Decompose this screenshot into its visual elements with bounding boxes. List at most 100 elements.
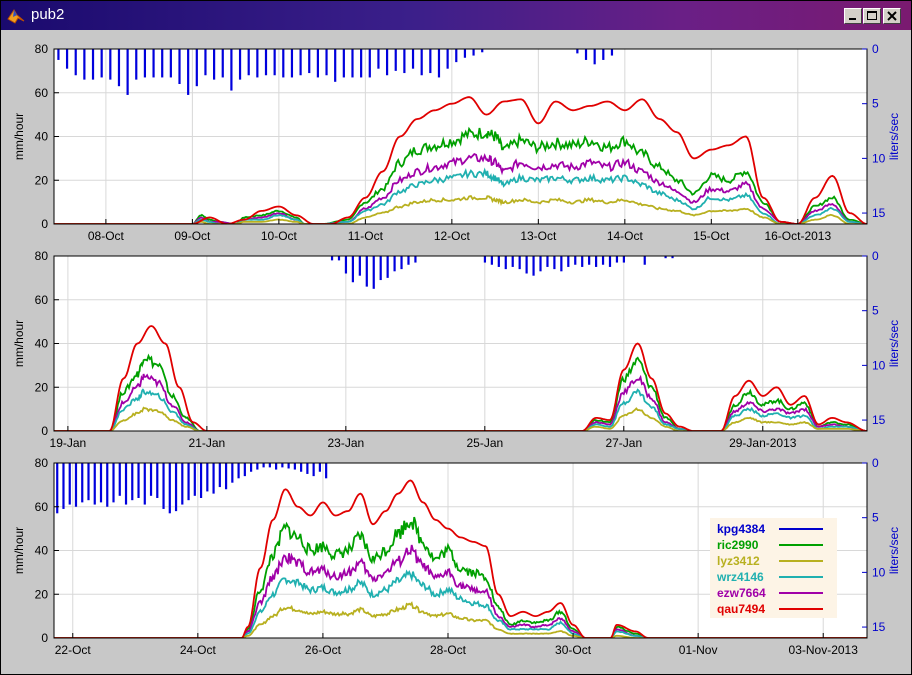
series-line-lyz3412 [54,194,867,224]
rain-bar [446,49,449,69]
rain-bar [126,49,129,95]
rain-bar [358,256,361,276]
rain-bar [400,256,403,270]
y2-tick-label: 15 [872,620,886,634]
rain-bar [187,49,190,95]
rain-bar [243,463,246,477]
rain-bar [581,256,584,267]
rain-bar [593,49,596,65]
y2-tick-label: 5 [872,304,879,318]
x-tick-label: 28-Oct [430,643,467,657]
figure-canvas: 0 20 40 60 80 0 5 10 15 08-Oct 09-Oct 10-Oct 11-Oct 1… [12,42,901,657]
y-axis-label: mm/hour [12,113,26,160]
legend-label-ric2990: ric2990 [717,538,759,552]
rain-bar [87,463,90,501]
rain-bar [162,463,165,509]
rain-bar [300,463,303,472]
rain-bar [420,49,423,76]
x-tick-label: 29-Jan-2013 [729,436,797,450]
rain-bar [193,463,196,496]
x-tick-label: 19-Jan [50,436,87,450]
rain-bar [588,256,591,265]
rain-bar [490,256,493,265]
series-line-lyz3412 [54,406,867,431]
rain-bar [325,49,328,76]
rain-bar [622,256,625,263]
y-tick-label: 0 [41,217,48,231]
y2-tick-label: 15 [872,413,886,427]
rain-bar [264,49,268,76]
x-tick-label: 26-Oct [305,643,342,657]
rain-bars [330,256,674,289]
rain-bar [161,49,164,78]
rain-bar [394,49,397,71]
rain-bar [411,49,415,69]
rain-bar [532,256,535,276]
rain-bar [318,463,321,472]
y2-tick-label: 5 [872,97,879,111]
rain-bar [221,49,224,78]
rain-bar [109,49,112,80]
x-tick-label: 27-Jan [605,436,642,450]
rain-bar [316,49,319,78]
rain-bar [262,463,265,468]
x-tick-label: 23-Jan [327,436,364,450]
x-tick-label: 24-Oct [180,643,217,657]
rain-bar [117,49,121,87]
legend-label-wrz4146: wrz4146 [716,570,764,584]
rain-bar [386,256,389,278]
rain-bar [218,463,221,488]
rain-bar [560,256,563,272]
rain-bar [273,49,276,76]
rain-bar [213,49,216,80]
minimize-button[interactable] [844,8,862,24]
y-tick-label: 80 [35,249,49,263]
rain-bar [231,463,234,483]
x-tick-label: 15-Oct [693,229,730,243]
series-line-lyz3412 [54,601,867,638]
rain-bar [169,49,172,78]
rain-bar [149,463,153,496]
rain-bar [256,463,259,470]
x-tick-label: 03-Nov-2013 [789,643,859,657]
rain-bar [99,463,103,503]
y-axis-label: mm/hour [12,527,26,574]
y2-axis-label: liters/sec [887,527,901,574]
rain-bar [57,49,60,60]
rain-bar [287,463,290,469]
rain-bar [306,463,309,474]
y2-tick-label: 5 [872,511,879,525]
x-tick-label: 13-Oct [520,229,557,243]
y-tick-label: 60 [35,500,49,514]
y-tick-label: 20 [35,380,49,394]
rain-bar [293,463,296,470]
rain-bar [312,463,315,477]
rain-bar [671,256,674,259]
rain-bar [608,256,612,267]
rain-bars [56,463,328,514]
window-title: pub2 [31,6,65,23]
rain-bar [299,49,302,76]
maximize-button[interactable] [863,8,881,24]
x-tick-label: 01-Nov [679,643,718,657]
series-line-ezw7664 [54,544,867,638]
minimize-icon [849,18,856,20]
rain-bar [56,463,59,514]
rain-bar [344,256,348,274]
rain-bar [112,463,115,503]
close-button[interactable] [883,8,901,24]
rain-bar [281,463,284,468]
y2-tick-label: 10 [872,358,886,372]
x-tick-label: 16-Oct-2013 [764,229,831,243]
rain-bar [553,256,556,270]
legend-label-ezw7664: ezw7664 [717,586,766,600]
title-bar[interactable]: pub2 [1,1,911,30]
x-tick-label: 14-Oct [607,229,644,243]
rain-bar [403,49,406,74]
rain-bar [664,256,667,259]
rain-bar [152,49,155,78]
rain-bar [256,49,259,78]
rain-bar [372,256,375,289]
rain-bar [275,463,278,470]
chart-panel-2: 0 20 40 60 80 0 5 10 15 19-Jan 21-Jan 23-Jan 25-Jan 2… [12,249,901,450]
